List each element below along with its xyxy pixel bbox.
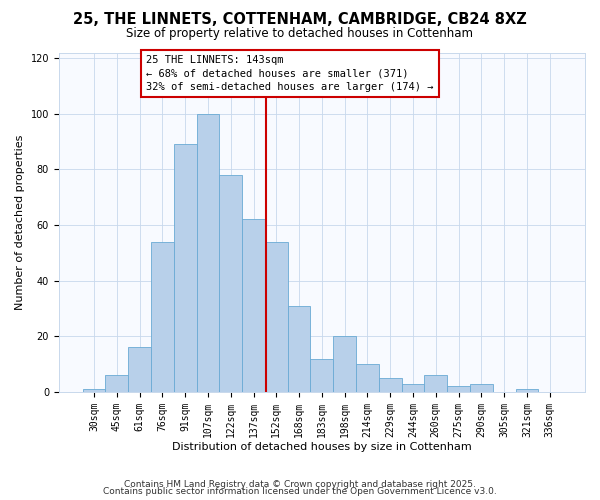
Bar bbox=[401, 384, 424, 392]
Bar bbox=[310, 358, 333, 392]
Text: Size of property relative to detached houses in Cottenham: Size of property relative to detached ho… bbox=[127, 28, 473, 40]
Text: 25 THE LINNETS: 143sqm
← 68% of detached houses are smaller (371)
32% of semi-de: 25 THE LINNETS: 143sqm ← 68% of detached… bbox=[146, 56, 434, 92]
Bar bbox=[470, 384, 493, 392]
Bar bbox=[128, 348, 151, 392]
Bar bbox=[424, 376, 447, 392]
Bar bbox=[356, 364, 379, 392]
Bar bbox=[106, 376, 128, 392]
Bar bbox=[515, 389, 538, 392]
Bar bbox=[83, 389, 106, 392]
Text: 25, THE LINNETS, COTTENHAM, CAMBRIDGE, CB24 8XZ: 25, THE LINNETS, COTTENHAM, CAMBRIDGE, C… bbox=[73, 12, 527, 28]
Bar bbox=[220, 175, 242, 392]
X-axis label: Distribution of detached houses by size in Cottenham: Distribution of detached houses by size … bbox=[172, 442, 472, 452]
Bar bbox=[265, 242, 288, 392]
Text: Contains public sector information licensed under the Open Government Licence v3: Contains public sector information licen… bbox=[103, 487, 497, 496]
Bar bbox=[197, 114, 220, 392]
Bar bbox=[151, 242, 174, 392]
Bar bbox=[333, 336, 356, 392]
Bar bbox=[174, 144, 197, 392]
Bar bbox=[288, 306, 310, 392]
Y-axis label: Number of detached properties: Number of detached properties bbox=[15, 134, 25, 310]
Bar bbox=[379, 378, 401, 392]
Bar bbox=[242, 220, 265, 392]
Text: Contains HM Land Registry data © Crown copyright and database right 2025.: Contains HM Land Registry data © Crown c… bbox=[124, 480, 476, 489]
Bar bbox=[447, 386, 470, 392]
